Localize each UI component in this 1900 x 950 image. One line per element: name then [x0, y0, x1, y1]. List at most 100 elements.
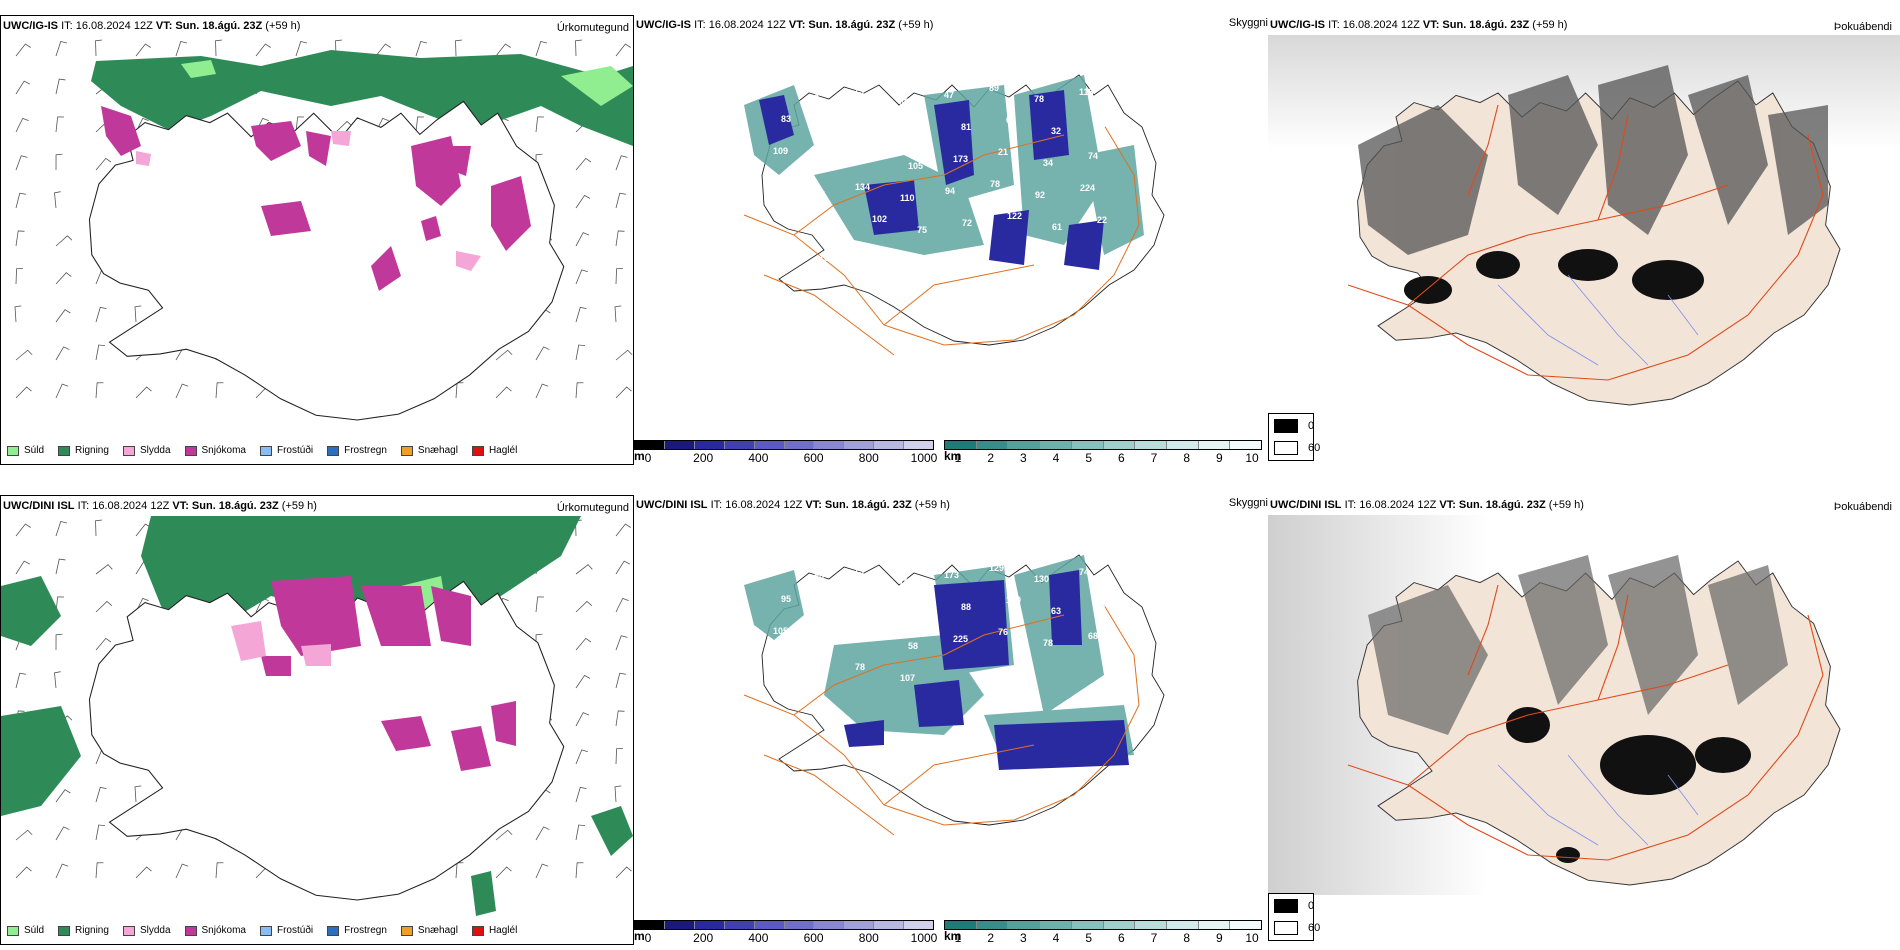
fog-black-areas	[1404, 249, 1704, 304]
lead-time: (+59 h)	[281, 500, 317, 512]
valid-time: VT: Sun. 18.ágú. 23Z	[1422, 19, 1530, 31]
wind-barb	[15, 80, 30, 95]
cloud-base-label: 79	[899, 577, 909, 587]
fog-header-bottom: UWC/DINI ISL IT: 16.08.2024 12Z VT: Sun.…	[1270, 499, 1584, 511]
cloud-base-label: 32	[1051, 126, 1061, 136]
wind-barb	[95, 382, 104, 399]
wind-barb	[495, 386, 512, 399]
wind-barb	[615, 155, 628, 171]
colorbar-segment	[814, 441, 845, 449]
cloud-base-unit: m	[634, 929, 645, 943]
colorbar-segment	[1040, 921, 1072, 929]
wind-barb	[15, 523, 31, 537]
colorbar-tick-label: 3	[1019, 931, 1027, 945]
colorbar-segment	[664, 921, 695, 929]
colorbar-tick-label: 200	[693, 451, 714, 465]
visibility-title-top: Skyggni	[1228, 17, 1268, 29]
wind-barb	[615, 230, 625, 247]
cloud-base-label: 61	[1052, 222, 1062, 232]
cloud-base-label: 224	[1080, 183, 1095, 193]
colorbar-segment	[874, 441, 905, 449]
wind-barb	[134, 785, 142, 803]
fog-legend-label: 60	[1308, 922, 1321, 934]
colorbar-segment	[664, 441, 695, 449]
rain-area	[1, 576, 61, 646]
cloud-base-label: 104	[774, 242, 789, 252]
wind-barb	[15, 43, 31, 57]
colorbar-segment	[945, 441, 977, 449]
wind-barb	[15, 192, 27, 209]
wind-barb	[614, 785, 622, 803]
cloud-base-label: 22	[1097, 215, 1107, 225]
cloud-base-label: 122	[1007, 211, 1022, 221]
wind-barb	[55, 633, 63, 651]
fog-panel-top: UWC/IG-IS IT: 16.08.2024 12Z VT: Sun. 18…	[1268, 15, 1900, 465]
legend-swatch	[122, 925, 135, 936]
cloud-base-labels: 67 170 73 79 173 129 130 74 95 116 111 107 88 100 63 98…	[764, 562, 1111, 683]
rain-area	[591, 806, 633, 856]
init-time: IT: 16.08.2024 12Z	[61, 20, 153, 32]
wind-barb	[535, 116, 544, 133]
legend-label: Frostregn	[344, 445, 387, 456]
cloud-base-colorbar	[634, 440, 934, 450]
cloud-base-label: 89	[989, 83, 999, 93]
precip-legend: Súld Rigning Slydda Snjókoma Frostúði Frostre…	[7, 445, 517, 456]
colorbar-segment	[844, 921, 875, 929]
legend-swatch	[58, 445, 71, 456]
wind-barb	[614, 305, 622, 323]
colorbar-segment	[976, 921, 1009, 929]
roads	[1347, 584, 1824, 861]
wind-barb	[575, 749, 588, 765]
colorbar-segment	[1166, 921, 1199, 929]
wind-barb	[95, 564, 113, 575]
colorbar-tick-label: 6	[1117, 451, 1125, 465]
cloud-base-areas	[759, 90, 1104, 270]
wind-barb	[15, 386, 32, 399]
wind-barb	[575, 232, 590, 247]
colorbar-segment	[724, 441, 755, 449]
legend-label: Rigning	[75, 925, 109, 936]
wind-barb	[55, 116, 64, 133]
wind-barb	[615, 672, 627, 689]
colorbar-tick-label: 7	[1150, 451, 1158, 465]
precip-map-top	[14, 39, 633, 421]
cloud-base-label: 64	[1096, 119, 1106, 129]
fog-swatch	[1274, 441, 1298, 455]
wind-barb	[615, 635, 628, 651]
wind-barb	[15, 672, 27, 689]
cloud-base-label: 109	[773, 146, 788, 156]
wind-barb	[255, 43, 271, 57]
legend-label: Rigning	[75, 445, 109, 456]
fog-map-bottom	[1268, 515, 1900, 895]
colorbar-segment	[784, 441, 815, 449]
visibility-header-top: UWC/IG-IS IT: 16.08.2024 12Z VT: Sun. 18…	[636, 19, 933, 31]
init-time: IT: 16.08.2024 12Z	[710, 499, 803, 511]
wind-barb	[95, 157, 112, 171]
roads	[1347, 104, 1824, 381]
wind-barb	[535, 41, 548, 57]
cloud-base-label: 111	[871, 598, 885, 608]
fog-legend-row: 60	[1274, 441, 1320, 455]
precip-header-bottom: UWC/DINI ISL IT: 16.08.2024 12Z VT: Sun.…	[3, 500, 317, 512]
precip-legend-item: Súld	[7, 925, 44, 936]
rivers	[1497, 754, 1699, 846]
cloud-base-label: 63	[1051, 606, 1061, 616]
snow-areas	[261, 576, 516, 771]
wind-barb	[495, 43, 511, 57]
precip-legend-item: Snjókoma	[184, 925, 246, 936]
visibility-panel-bottom: UWC/DINI ISL IT: 16.08.2024 12Z VT: Sun.…	[634, 495, 1268, 945]
precip-title-top: Úrkomutegund	[556, 22, 629, 34]
wind-barb	[575, 600, 592, 613]
wind-barb	[575, 306, 587, 323]
visibility-colorbar	[944, 440, 1262, 450]
rain-area	[91, 50, 633, 146]
cloud-base-label: 78	[1043, 638, 1053, 648]
wind-barb	[95, 306, 107, 323]
colorbar-tick-label: 9	[1215, 931, 1223, 945]
wind-barb	[55, 78, 66, 95]
cloud-base-label: 95	[781, 594, 791, 604]
visibility-header-bottom: UWC/DINI ISL IT: 16.08.2024 12Z VT: Sun.…	[636, 499, 950, 511]
precip-legend-item: Frostúði	[259, 925, 313, 936]
wind-barb	[615, 560, 630, 575]
legend-swatch	[58, 925, 71, 936]
